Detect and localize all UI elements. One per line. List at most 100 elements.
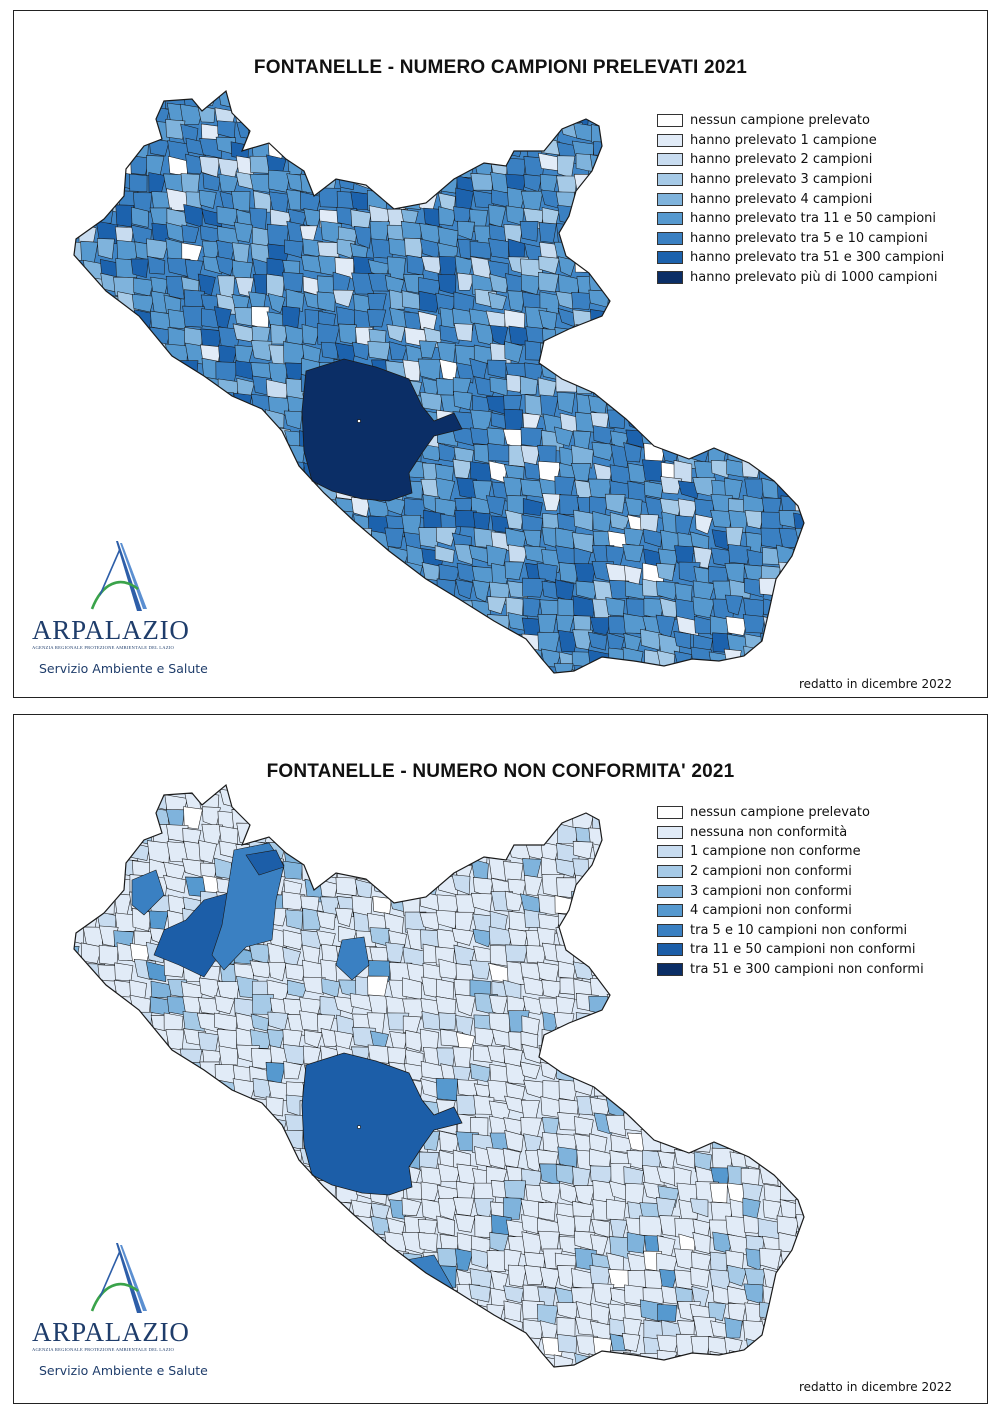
municipality-cell: [792, 443, 804, 462]
municipality-cell: [673, 1080, 694, 1099]
municipality-cell: [197, 273, 216, 296]
municipality-cell: [404, 1385, 425, 1404]
municipality-cell: [80, 1166, 98, 1186]
municipality-cell: [521, 122, 544, 144]
municipality-cell: [198, 394, 219, 418]
municipality-cell: [745, 342, 767, 365]
municipality-cell: [625, 342, 649, 366]
municipality-cell: [180, 1385, 201, 1404]
municipality-cell: [219, 527, 240, 551]
municipality-cell: [351, 841, 375, 862]
municipality-cell: [570, 462, 591, 482]
municipality-cell: [727, 544, 752, 565]
municipality-cell: [388, 120, 407, 143]
municipality-cell: [301, 580, 322, 601]
municipality-cell: [350, 1251, 373, 1274]
municipality-cell: [795, 1336, 804, 1358]
municipality-cell: [659, 1010, 679, 1029]
legend-item: hanno prelevato più di 1000 campioni: [657, 268, 944, 288]
municipality-cell: [639, 1215, 663, 1238]
municipality-cell: [338, 651, 359, 671]
municipality-cell: [813, 1066, 833, 1083]
municipality-cell: [503, 860, 524, 882]
municipality-cell: [417, 876, 439, 896]
municipality-cell: [164, 373, 184, 392]
municipality-cell: [591, 1013, 615, 1035]
municipality-cell: [95, 373, 114, 397]
municipality-cell: [741, 362, 762, 382]
municipality-cell: [334, 996, 356, 1014]
municipality-cell: [590, 1218, 610, 1238]
municipality-cell: [284, 1114, 305, 1133]
municipality-cell: [367, 1370, 387, 1393]
municipality-cell: [319, 562, 341, 581]
municipality-cell: [82, 857, 102, 879]
municipality-cell: [797, 374, 804, 397]
municipality-cell: [440, 808, 464, 831]
municipality-cell: [285, 963, 307, 981]
municipality-cell: [130, 155, 150, 176]
municipality-cell: [368, 809, 393, 831]
municipality-cell: [112, 1047, 135, 1067]
municipality-cell: [284, 362, 305, 381]
municipality-cell: [350, 1268, 374, 1288]
municipality-cell: [301, 807, 324, 826]
municipality-cell: [520, 427, 544, 448]
municipality-cell: [523, 1265, 546, 1286]
municipality-cell: [129, 173, 148, 192]
municipality-cell: [268, 681, 288, 698]
municipality-cell: [743, 992, 765, 1011]
municipality-cell: [74, 511, 80, 532]
municipality-cell: [388, 91, 409, 110]
municipality-cell: [354, 823, 377, 843]
municipality-cell: [743, 645, 764, 667]
municipality-cell: [150, 1196, 171, 1216]
municipality-cell: [457, 1301, 476, 1321]
municipality-cell: [555, 1047, 576, 1069]
municipality-cell: [777, 395, 800, 417]
municipality-cell: [253, 91, 274, 106]
municipality-cell: [130, 258, 149, 279]
municipality-cell: [368, 630, 388, 649]
municipality-cell: [779, 1113, 802, 1132]
municipality-cell: [777, 409, 801, 431]
municipality-cell: [486, 105, 510, 128]
municipality-cell: [384, 858, 406, 879]
municipality-cell: [284, 1148, 303, 1171]
municipality-cell: [519, 220, 539, 242]
municipality-cell: [794, 595, 804, 619]
municipality-cell: [402, 615, 423, 637]
municipality-cell: [626, 256, 646, 278]
municipality-highlight: [335, 936, 370, 981]
municipality-cell: [234, 462, 255, 480]
municipality-cell: [421, 1336, 445, 1357]
municipality-cell: [657, 427, 677, 451]
municipality-cell: [639, 859, 658, 881]
municipality-cell: [230, 1302, 253, 1325]
municipality-cell: [594, 684, 613, 698]
municipality-cell: [197, 1219, 219, 1239]
municipality-cell: [728, 345, 750, 368]
municipality-cell: [434, 824, 456, 845]
municipality-cell: [266, 811, 290, 831]
municipality-cell: [95, 220, 119, 245]
municipality-cell: [213, 1355, 237, 1367]
municipality-cell: [283, 1216, 302, 1239]
municipality-cell: [217, 583, 237, 604]
municipality-cell: [642, 981, 662, 1001]
municipality-cell: [77, 460, 97, 481]
municipality-cell: [456, 668, 477, 673]
municipality-cell: [690, 289, 710, 309]
roma-municipality[interactable]: [301, 358, 463, 502]
municipality-cell: [97, 1180, 117, 1200]
municipality-cell: [264, 564, 284, 588]
municipality-cell: [163, 1198, 186, 1219]
logo-subtitle: AGENZIA REGIONALE PROTEZIONE AMBIENTALE …: [32, 1347, 175, 1352]
municipality-cell: [150, 1133, 169, 1157]
roma-municipality[interactable]: [301, 1052, 463, 1196]
municipality-cell: [164, 1130, 187, 1151]
municipality-cell: [270, 792, 292, 814]
municipality-cell: [131, 1218, 152, 1242]
municipality-cell: [270, 1163, 295, 1184]
municipality-cell: [236, 663, 257, 673]
